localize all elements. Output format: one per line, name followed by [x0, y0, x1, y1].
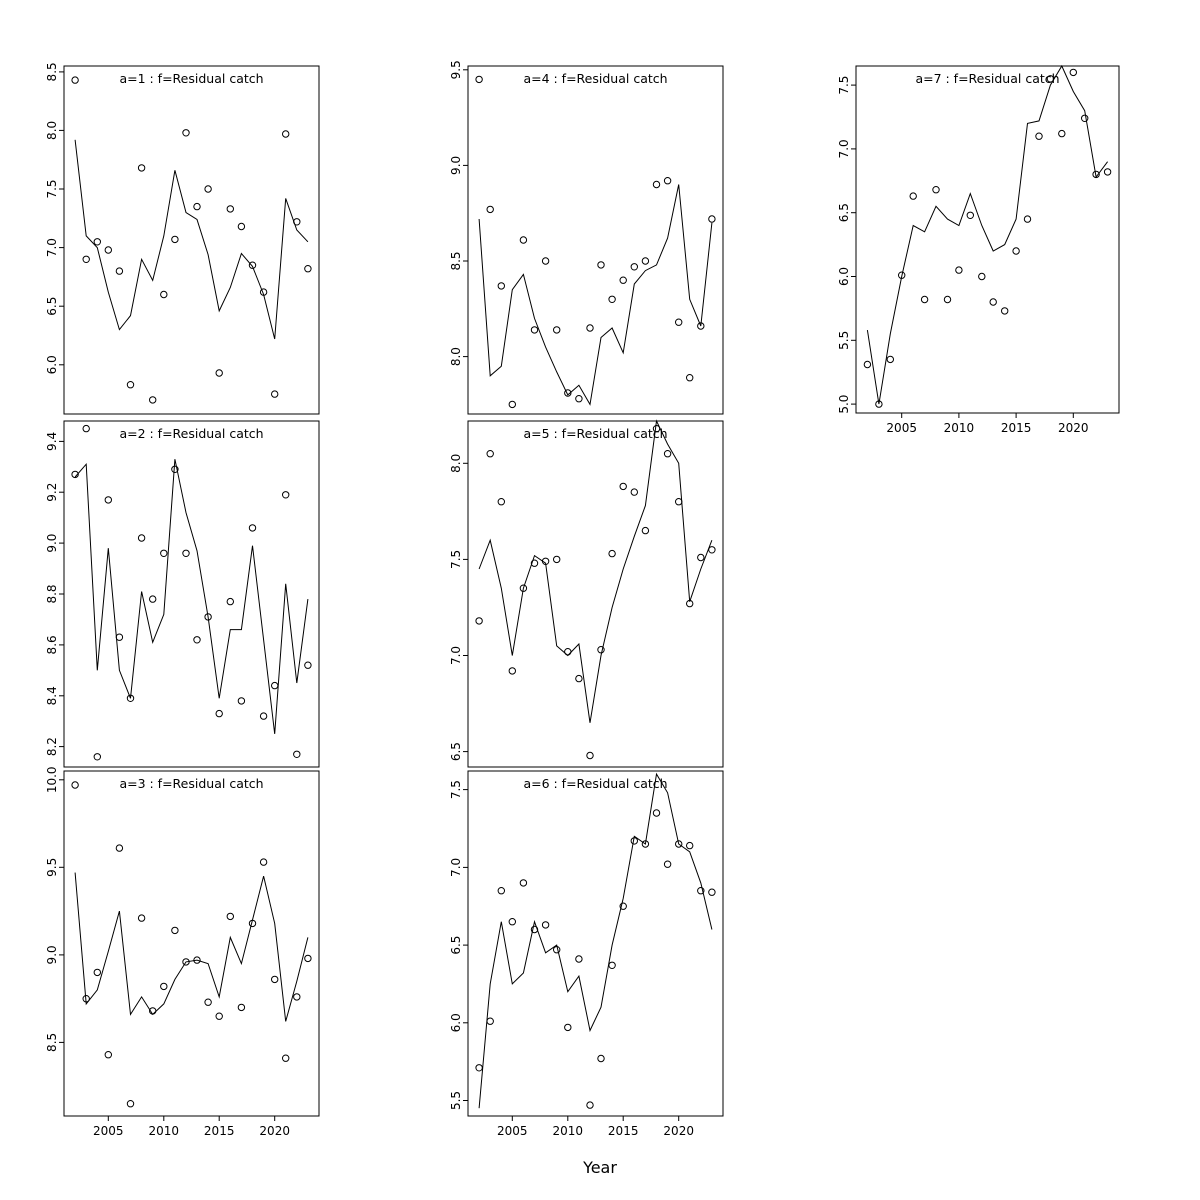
svg-text:8.5: 8.5 — [45, 1033, 59, 1052]
svg-text:8.0: 8.0 — [449, 454, 463, 473]
svg-text:6.0: 6.0 — [45, 355, 59, 374]
svg-text:6.5: 6.5 — [45, 297, 59, 316]
x-axis-title: Year — [583, 1158, 617, 1177]
svg-text:a=5 : f=Residual catch: a=5 : f=Residual catch — [523, 426, 667, 441]
svg-text:9.2: 9.2 — [45, 483, 59, 502]
svg-text:7.0: 7.0 — [449, 646, 463, 665]
svg-text:8.5: 8.5 — [45, 62, 59, 81]
svg-text:a=3 : f=Residual catch: a=3 : f=Residual catch — [119, 776, 263, 791]
plot-a4: 8.0 8.5 9.0 9.5 a=4 : f=Residual catch — [449, 61, 724, 415]
svg-text:9.0: 9.0 — [45, 534, 59, 553]
svg-text:7.0: 7.0 — [45, 238, 59, 257]
svg-text:2005: 2005 — [886, 421, 917, 435]
svg-text:a=7 : f=Residual catch: a=7 : f=Residual catch — [915, 71, 1059, 86]
svg-text:2015: 2015 — [204, 1124, 235, 1138]
svg-text:2005: 2005 — [93, 1124, 124, 1138]
svg-text:8.8: 8.8 — [45, 584, 59, 603]
svg-text:7.0: 7.0 — [449, 858, 463, 877]
svg-text:2015: 2015 — [608, 1124, 639, 1138]
svg-text:5.5: 5.5 — [837, 331, 851, 350]
plot-a5: 6.5 7.0 7.5 8.0 a=5 : f=Residual catch — [449, 419, 724, 768]
svg-text:9.0: 9.0 — [449, 156, 463, 175]
plot-a7: 5.0 5.5 6.0 6.5 7.0 7.5 2005 2010 2015 2020 a=7 : … — [837, 64, 1120, 435]
svg-text:a=1 : f=Residual catch: a=1 : f=Residual catch — [119, 71, 263, 86]
svg-text:6.5: 6.5 — [449, 742, 463, 761]
plot-a2: 8.2 8.4 8.6 8.8 9.0 9.2 9.4 a=2 : f=Residual ca… — [45, 420, 320, 768]
svg-text:8.0: 8.0 — [449, 347, 463, 366]
svg-text:10.0: 10.0 — [45, 766, 59, 793]
svg-text:9.4: 9.4 — [45, 432, 59, 451]
svg-text:8.6: 8.6 — [45, 635, 59, 654]
svg-text:9.5: 9.5 — [45, 858, 59, 877]
svg-text:7.5: 7.5 — [449, 550, 463, 569]
plot-a6: 5.5 6.0 6.5 7.0 7.5 2005 2010 2015 2020 a=6 : f=R… — [449, 770, 724, 1138]
svg-text:8.5: 8.5 — [449, 251, 463, 270]
panel-a4: 8.0 8.5 9.0 9.5 a=4 : f=Residual catch — [432, 61, 728, 421]
svg-text:6.0: 6.0 — [449, 1013, 463, 1032]
svg-text:7.5: 7.5 — [837, 76, 851, 95]
panel-a1: 6.0 6.5 7.0 7.5 8.0 8.5 a=1 : f=Residual catch — [28, 61, 324, 421]
svg-text:2010: 2010 — [149, 1124, 180, 1138]
panel-a5: 6.5 7.0 7.5 8.0 a=5 : f=Residual catch — [432, 416, 728, 774]
svg-text:7.0: 7.0 — [837, 139, 851, 158]
svg-text:a=4 : f=Residual catch: a=4 : f=Residual catch — [523, 71, 667, 86]
svg-text:6.5: 6.5 — [449, 936, 463, 955]
svg-text:5.5: 5.5 — [449, 1091, 463, 1110]
svg-text:9.0: 9.0 — [45, 945, 59, 964]
svg-text:8.4: 8.4 — [45, 686, 59, 705]
svg-text:9.5: 9.5 — [449, 61, 463, 79]
svg-text:6.5: 6.5 — [837, 203, 851, 222]
svg-text:7.5: 7.5 — [45, 179, 59, 198]
svg-text:2020: 2020 — [1058, 421, 1089, 435]
plot-a3: 8.5 9.0 9.5 10.0 2005 2010 2015 2020 a=3 : f=Res… — [45, 766, 320, 1138]
svg-text:8.2: 8.2 — [45, 737, 59, 756]
svg-text:2010: 2010 — [553, 1124, 584, 1138]
panel-a3: 8.5 9.0 9.5 10.0 2005 2010 2015 2020 a=3 : f=Res… — [28, 766, 324, 1148]
plot-a1: 6.0 6.5 7.0 7.5 8.0 8.5 a=1 : f=Residual catch — [45, 62, 320, 415]
svg-text:5.0: 5.0 — [837, 395, 851, 414]
svg-text:2020: 2020 — [259, 1124, 290, 1138]
panel-a7: 5.0 5.5 6.0 6.5 7.0 7.5 2005 2010 2015 2020 a=7 : … — [820, 61, 1124, 445]
svg-text:a=2 : f=Residual catch: a=2 : f=Residual catch — [119, 426, 263, 441]
svg-text:2015: 2015 — [1001, 421, 1032, 435]
svg-text:7.5: 7.5 — [449, 780, 463, 799]
svg-text:8.0: 8.0 — [45, 121, 59, 140]
svg-text:2010: 2010 — [944, 421, 975, 435]
svg-text:a=6 : f=Residual catch: a=6 : f=Residual catch — [523, 776, 667, 791]
svg-text:6.0: 6.0 — [837, 267, 851, 286]
svg-text:2005: 2005 — [497, 1124, 528, 1138]
panel-a2: 8.2 8.4 8.6 8.8 9.0 9.2 9.4 a=2 : f=Residual ca… — [28, 416, 324, 774]
panel-a6: 5.5 6.0 6.5 7.0 7.5 2005 2010 2015 2020 a=6 : f=R… — [432, 766, 728, 1148]
svg-text:2020: 2020 — [663, 1124, 694, 1138]
